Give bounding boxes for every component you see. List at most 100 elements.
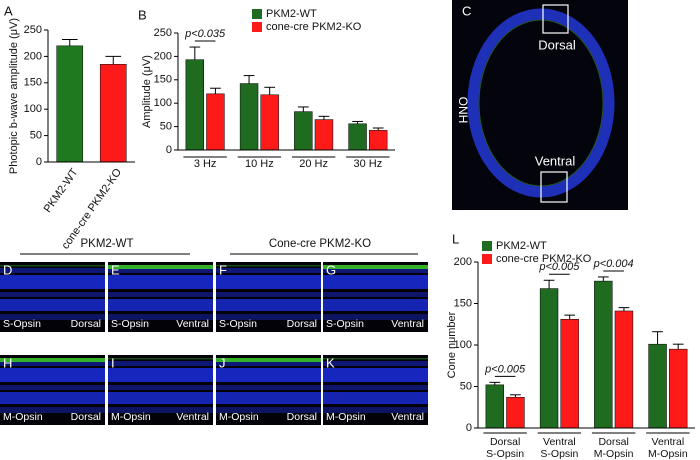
nuclear-layer — [216, 368, 321, 382]
panel-label: D — [3, 262, 12, 277]
y-tick-label: 250 — [154, 27, 172, 39]
y-tick-label: 200 — [154, 50, 172, 62]
opsin-layer — [108, 265, 213, 269]
bar — [668, 348, 688, 429]
panel-label: A — [4, 3, 13, 18]
stain-label: M-Opsin — [326, 411, 366, 423]
nuclear-layer — [323, 275, 428, 289]
nuclear-layer — [0, 407, 105, 413]
nuclear-layer — [0, 299, 105, 311]
nuclear-layer — [323, 299, 428, 311]
retina-onh: ONH — [456, 97, 470, 124]
region-label: Ventral — [176, 318, 209, 330]
legend-label: PKM2-WT — [496, 240, 547, 252]
bar — [206, 93, 225, 151]
legend-label: cone-cre PKM2-KO — [496, 253, 592, 265]
opsin-layer — [0, 265, 105, 267]
opsin-layer — [108, 358, 213, 360]
nuclear-layer — [216, 268, 321, 273]
y-tick-label: 200 — [454, 256, 472, 268]
nuclear-layer — [216, 299, 321, 311]
annotation: p<0.035 — [184, 28, 226, 40]
nuclear-layer — [0, 292, 105, 297]
nuclear-layer — [108, 314, 213, 320]
panel-label: F — [219, 262, 227, 277]
region-label: Dorsal — [287, 411, 317, 423]
opsin-layer — [216, 265, 321, 267]
legend-swatch — [252, 22, 262, 32]
nuclear-layer — [108, 292, 213, 297]
x-tick-label: 20 Hz — [299, 158, 328, 170]
bar — [368, 130, 388, 151]
y-tick-label: 0 — [466, 422, 472, 434]
y-tick-label: 100 — [154, 97, 172, 109]
nuclear-layer — [108, 392, 213, 404]
nuclear-layer — [216, 385, 321, 390]
bar — [99, 64, 127, 163]
opsin-layer — [323, 358, 428, 360]
bar — [56, 45, 84, 163]
panel-label: K — [326, 355, 335, 370]
retina-dorsal: Dorsal — [538, 37, 576, 52]
panel-label: E — [111, 262, 120, 277]
legend-swatch — [252, 9, 262, 19]
y-tick-label: 200 — [24, 50, 42, 62]
nuclear-layer — [216, 292, 321, 297]
nuclear-layer — [108, 368, 213, 382]
y-axis-label: Cone number — [446, 311, 458, 378]
x-tick-label: PKM2-WT — [42, 166, 81, 215]
panel-label: G — [326, 262, 336, 277]
nuclear-layer — [108, 299, 213, 311]
nuclear-layer — [0, 314, 105, 320]
x-tick-label: 10 Hz — [245, 158, 274, 170]
bar — [614, 310, 634, 429]
nuclear-layer — [323, 292, 428, 297]
nuclear-layer — [108, 407, 213, 413]
region-label: Ventral — [391, 318, 424, 330]
panel-label: H — [3, 355, 12, 370]
legend-label: cone-cre PKM2-KO — [266, 21, 362, 33]
y-tick-label: 50 — [160, 121, 172, 133]
y-tick-label: 0 — [166, 144, 172, 156]
bar — [648, 343, 667, 429]
opsin-layer — [323, 265, 428, 269]
y-tick-label: 50 — [30, 130, 42, 142]
ventral-box — [540, 171, 568, 203]
bar — [485, 384, 505, 429]
stain-label: M-Opsin — [111, 411, 151, 423]
stain-label: M-Opsin — [3, 411, 43, 423]
nuclear-layer — [108, 275, 213, 289]
nuclear-layer — [216, 392, 321, 404]
bar — [239, 83, 259, 151]
y-tick-label: 100 — [24, 103, 42, 115]
nuclear-layer — [216, 407, 321, 413]
y-axis-label: Amplitude (μV) — [141, 55, 153, 128]
annotation: p<0.004 — [593, 258, 634, 270]
bar — [185, 59, 205, 151]
y-tick-label: 150 — [454, 297, 472, 309]
bar — [539, 288, 559, 429]
legend-swatch — [482, 254, 492, 264]
x-tick-label: Dorsal S-Opsin — [486, 436, 525, 460]
stain-label: S-Opsin — [111, 318, 149, 330]
nuclear-layer — [108, 268, 213, 273]
nuclear-layer — [323, 407, 428, 413]
stain-label: M-Opsin — [219, 411, 259, 423]
nuclear-layer — [323, 314, 428, 320]
bar — [506, 397, 525, 429]
group-label: PKM2-WT — [80, 238, 133, 250]
nuclear-layer — [0, 361, 105, 366]
x-tick-label: Ventral S-Opsin — [540, 436, 579, 460]
stain-label: S-Opsin — [3, 318, 41, 330]
y-tick-label: 0 — [36, 156, 42, 168]
y-tick-label: 150 — [24, 77, 42, 89]
x-tick-label: 3 Hz — [194, 158, 217, 170]
y-tick-label: 100 — [454, 339, 472, 351]
panel-label: L — [452, 231, 459, 246]
panel-label: J — [219, 355, 226, 370]
retina-image — [452, 0, 628, 210]
nuclear-layer — [323, 385, 428, 390]
stain-label: S-Opsin — [326, 318, 364, 330]
